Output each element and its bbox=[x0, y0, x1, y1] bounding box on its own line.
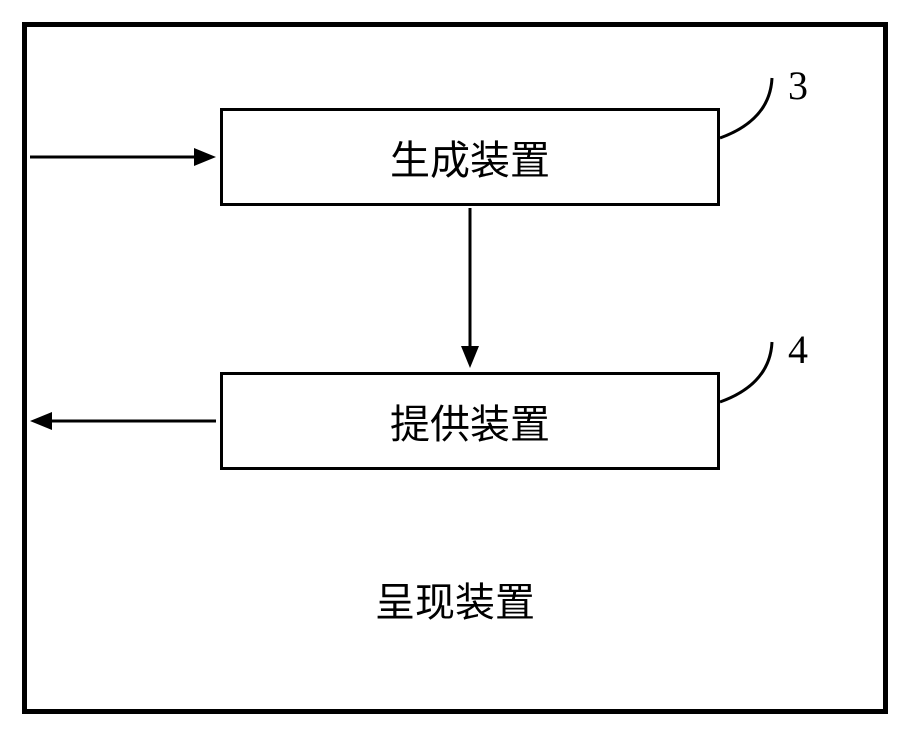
node-generate-device: 生成装置 bbox=[220, 108, 720, 206]
node-provide-device: 提供装置 bbox=[220, 372, 720, 470]
callout-number-4-text: 4 bbox=[788, 327, 808, 372]
node-generate-label: 生成装置 bbox=[390, 128, 550, 186]
callout-number-3-text: 3 bbox=[788, 63, 808, 108]
container-label-text: 呈现装置 bbox=[375, 580, 535, 625]
diagram-canvas: 生成装置 提供装置 呈现装置 3 4 bbox=[0, 0, 910, 736]
container-label-present-device: 呈现装置 bbox=[375, 570, 535, 628]
node-provide-label: 提供装置 bbox=[390, 392, 550, 450]
callout-number-3: 3 bbox=[788, 62, 808, 109]
callout-number-4: 4 bbox=[788, 326, 808, 373]
